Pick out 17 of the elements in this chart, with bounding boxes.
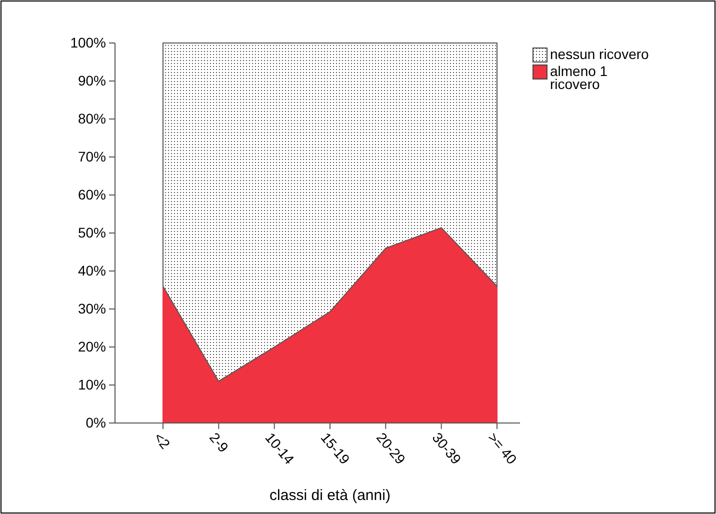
y-tick-label: 10% <box>78 376 106 392</box>
y-tick-label: 40% <box>78 262 106 278</box>
y-tick-label: 60% <box>78 186 106 202</box>
x-axis-title: classi di età (anni) <box>270 487 390 504</box>
x-tick-label: >= 40 <box>484 429 520 468</box>
x-tick-label: 2-9 <box>206 429 232 456</box>
y-tick-label: 80% <box>78 110 106 126</box>
x-tick-label: <2 <box>150 429 174 452</box>
y-tick-label: 70% <box>78 148 106 164</box>
y-tick-label: 20% <box>78 338 106 354</box>
y-tick-label: 90% <box>78 72 106 88</box>
y-tick-label: 50% <box>78 224 106 240</box>
legend-label: nessun ricovero <box>550 46 650 62</box>
y-tick-label: 100% <box>70 34 106 50</box>
y-tick-label: 30% <box>78 300 106 316</box>
y-tick-label: 0% <box>86 414 106 430</box>
legend-label: almeno 1 ricovero <box>550 63 608 92</box>
